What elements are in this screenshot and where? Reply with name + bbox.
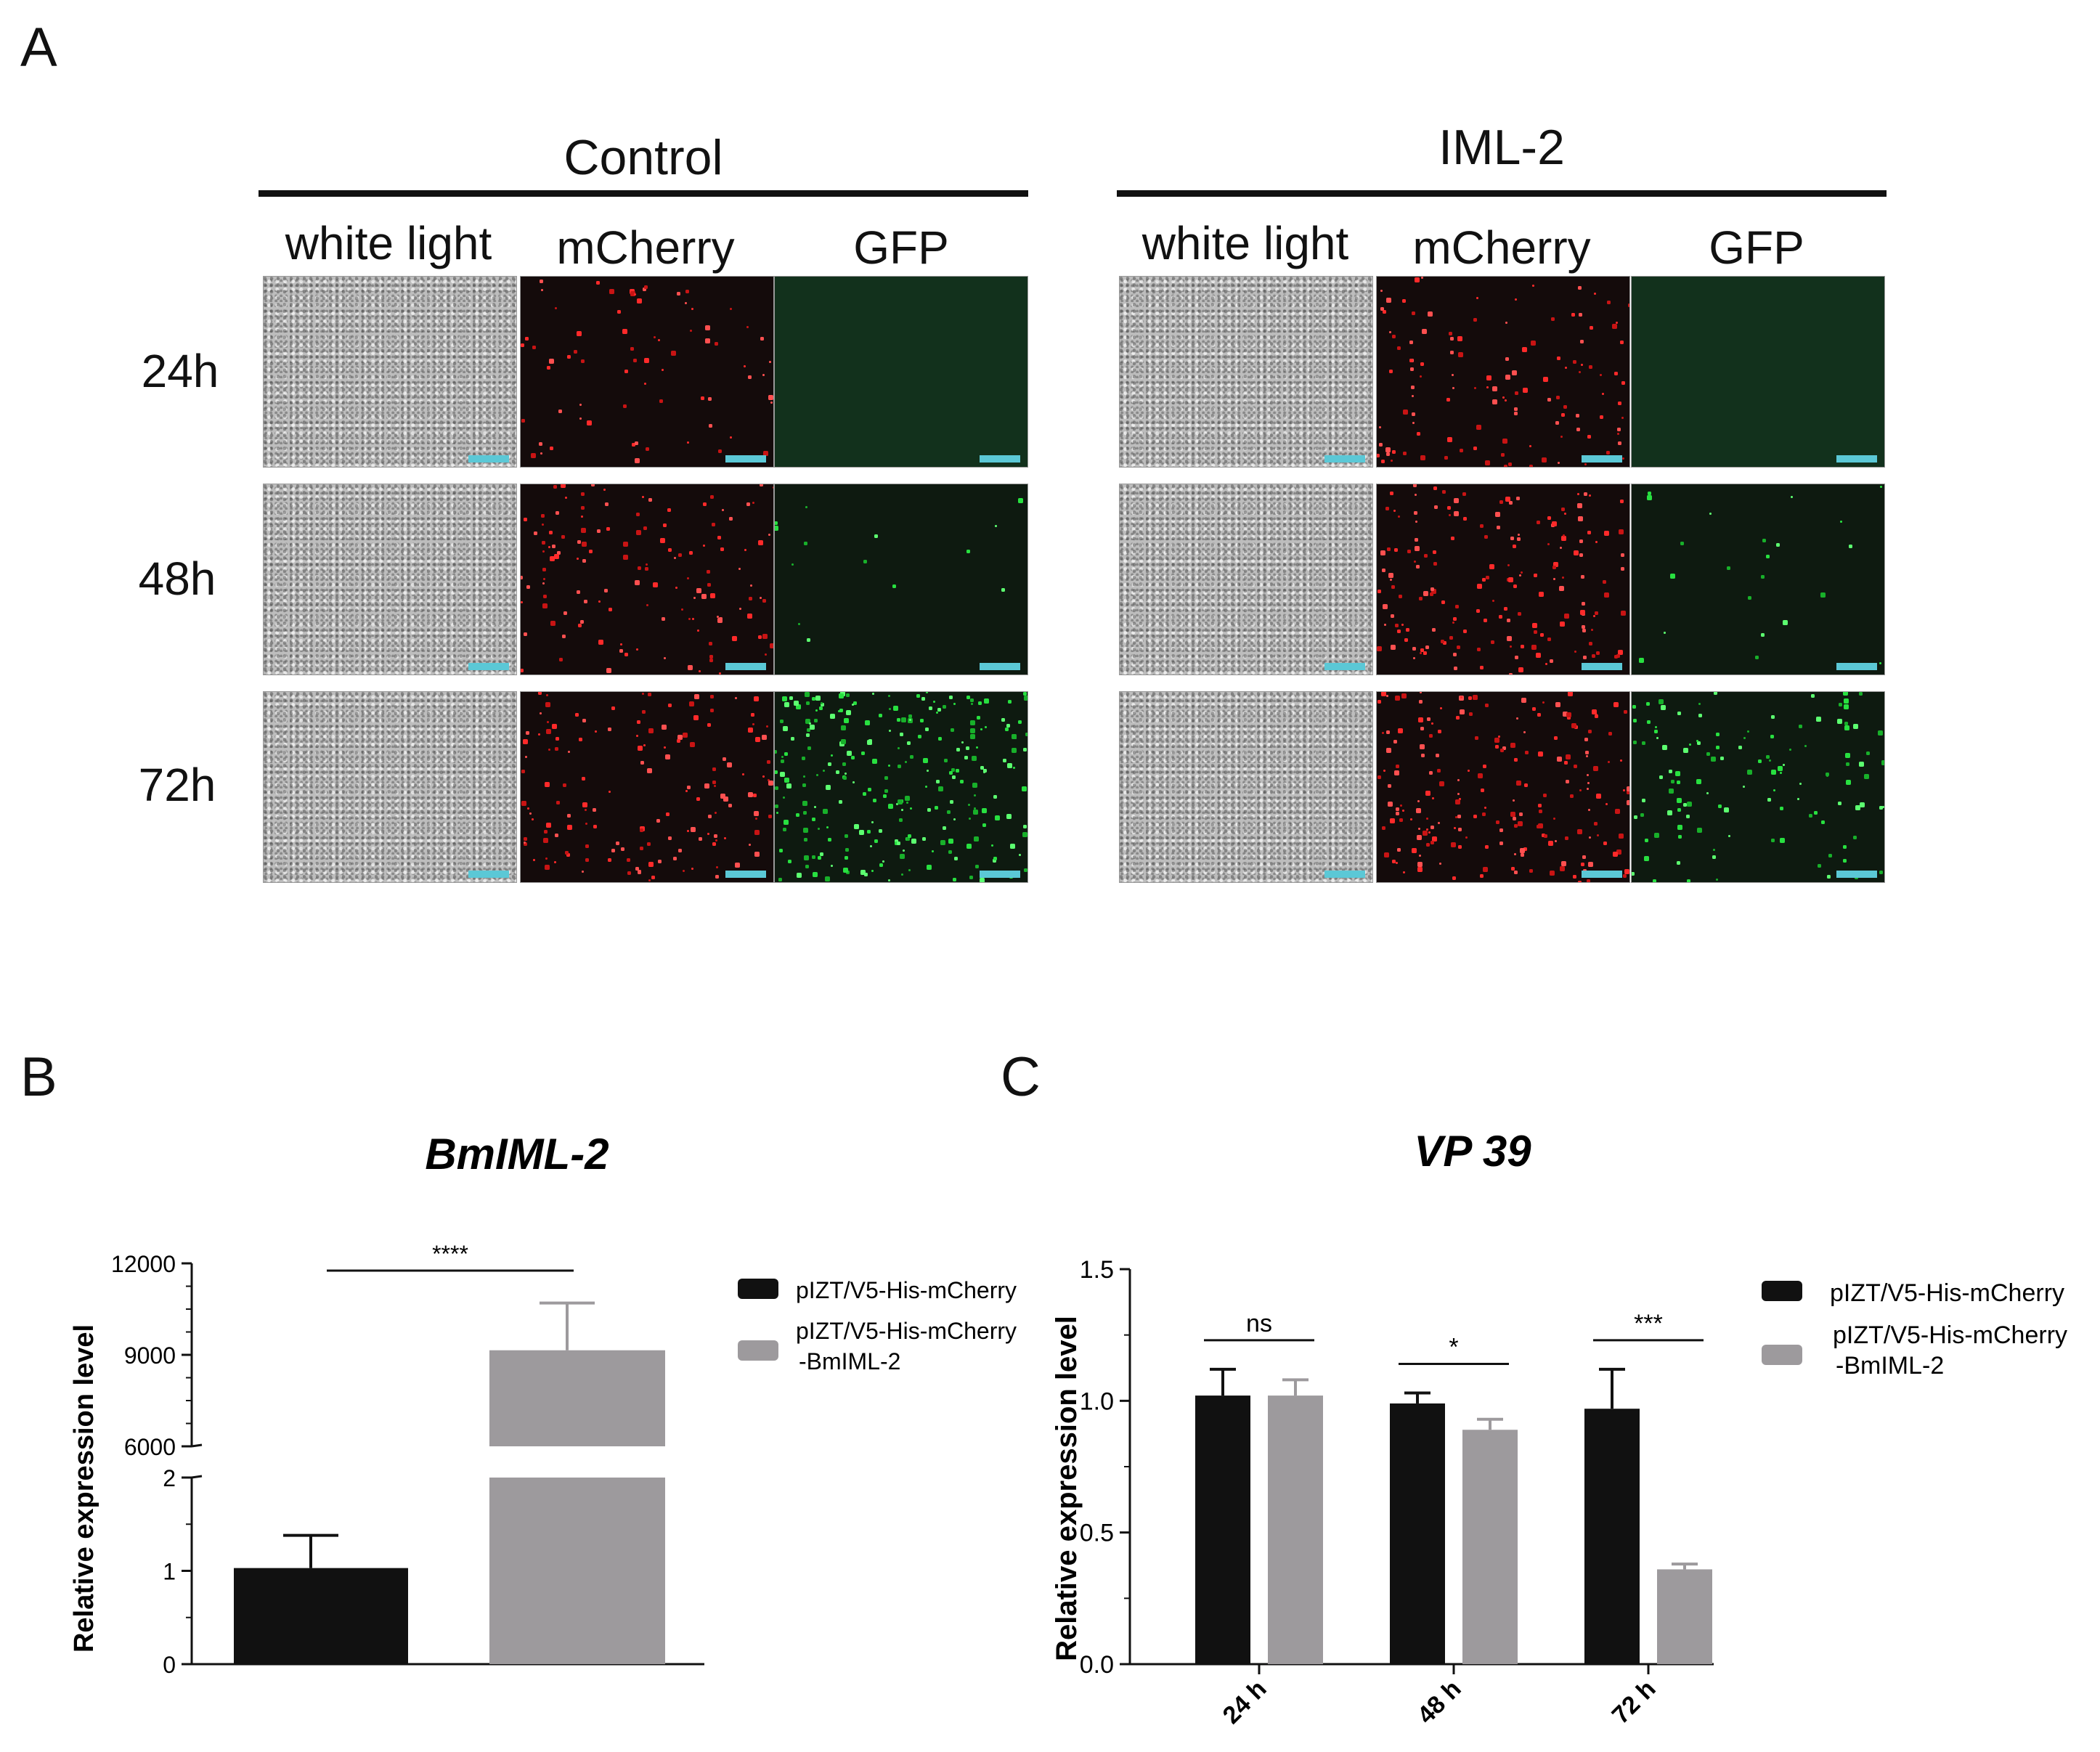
scale-bar (725, 871, 766, 878)
chart-c-title: VP 39 (1414, 1127, 1531, 1176)
panel-letter-b: B (20, 1046, 57, 1108)
group-rule-control (259, 190, 1028, 197)
micrograph-iml2-72h-white-light (1119, 691, 1373, 883)
chart-b-tick-label: 6000 (124, 1434, 176, 1460)
micrograph-control-48h-gfp (774, 484, 1028, 675)
micrograph-control-72h-white-light (263, 691, 517, 883)
micrograph-iml2-24h-mcherry (1376, 276, 1630, 468)
micrograph-iml2-48h-mcherry (1376, 484, 1630, 675)
chart-c-legend-swatch-1 (1762, 1281, 1802, 1301)
scale-bar (468, 663, 509, 670)
scale-bar (725, 663, 766, 670)
chart-b-tick-label: 9000 (124, 1342, 176, 1369)
col-header-control-gfp: GFP (853, 221, 949, 274)
scale-bar (980, 871, 1020, 878)
scale-bar (980, 663, 1020, 670)
micrograph-control-48h-mcherry (520, 484, 774, 675)
chart-b-legend-label-1: pIZT/V5-His-mCherry (796, 1277, 1017, 1303)
chart-c-legend-label-2: pIZT/V5-His-mCherry (1833, 1321, 2067, 1349)
micrograph-iml2-72h-mcherry (1376, 691, 1630, 883)
group-title-iml2: IML-2 (1438, 120, 1565, 175)
chart-vp39: VP 39 Relative expression level 0.0 0.5 1.… (1051, 1127, 2067, 1729)
scale-bar (1582, 663, 1622, 670)
chart-b-legend-swatch-2 (738, 1340, 778, 1361)
chart-c-bar (1195, 1396, 1250, 1664)
micrograph-control-24h-mcherry (520, 276, 774, 468)
micrograph-iml2-24h-white-light (1119, 276, 1373, 468)
chart-b-bar-lower (489, 1478, 665, 1664)
micrograph-iml2-48h-gfp (1631, 484, 1885, 675)
micrograph-control-48h-white-light (263, 484, 517, 675)
chart-c-tick-label: 1.0 (1080, 1388, 1114, 1415)
scale-bar (468, 455, 509, 463)
scale-bar (1582, 455, 1622, 463)
scale-bar (980, 455, 1020, 463)
group-rule-iml2 (1117, 190, 1887, 197)
scale-bar (1836, 455, 1877, 463)
chart-c-xtick-label: 72 h (1607, 1675, 1661, 1729)
chart-c-significance-label: *** (1634, 1310, 1663, 1337)
micrograph-control-72h-mcherry (520, 691, 774, 883)
chart-c-significance-label: ns (1246, 1310, 1272, 1337)
micrograph-control-72h-gfp (774, 691, 1028, 883)
col-header-iml2-white-light: white light (1141, 217, 1349, 269)
chart-b-legend-label-2b: -BmIML-2 (799, 1348, 900, 1374)
scale-bar (1324, 871, 1365, 878)
chart-c-tick-label: 1.5 (1080, 1256, 1114, 1284)
chart-c-legend-swatch-2 (1762, 1345, 1802, 1365)
chart-c-bar (1657, 1569, 1712, 1664)
chart-c-ylabel: Relative expression level (1051, 1316, 1083, 1661)
scale-bar (1324, 663, 1365, 670)
chart-b-tick-label: 1 (163, 1559, 176, 1585)
col-header-iml2-mcherry: mCherry (1412, 221, 1591, 274)
chart-c-xtick-label: 48 h (1412, 1675, 1467, 1729)
chart-bmiml2: BmIML-2 Relative expression level 0 1 2 600… (69, 1130, 1017, 1678)
chart-c-tick-label: 0.0 (1080, 1651, 1114, 1679)
scale-bar (725, 455, 766, 463)
chart-b-significance-label: **** (432, 1241, 468, 1267)
fluorescent-cells (775, 692, 776, 693)
chart-b-legend-label-2: pIZT/V5-His-mCherry (796, 1318, 1017, 1344)
chart-b-tick-label: 12000 (111, 1251, 176, 1277)
chart-b-tick-label: 2 (163, 1465, 176, 1491)
chart-c-bar (1462, 1430, 1518, 1664)
chart-b-legend-swatch-1 (738, 1279, 778, 1299)
chart-c-tick-label: 0.5 (1080, 1520, 1114, 1547)
col-header-control-mcherry: mCherry (556, 221, 735, 274)
chart-b-bar-upper (489, 1350, 665, 1446)
row-header-48h: 48h (138, 553, 216, 605)
scale-bar (1836, 663, 1877, 670)
scale-bar (1582, 871, 1622, 878)
scale-bar (1324, 455, 1365, 463)
panel-letter-a: A (20, 17, 57, 78)
scale-bar (468, 871, 509, 878)
chart-c-legend-label-1: pIZT/V5-His-mCherry (1830, 1279, 2064, 1307)
chart-b-axis-break-lower (191, 1475, 203, 1479)
chart-c-bar (1390, 1403, 1445, 1664)
row-header-72h: 72h (138, 759, 216, 811)
chart-b-tick-label: 0 (163, 1652, 176, 1678)
chart-b-axis-break-upper (191, 1443, 203, 1448)
micrograph-iml2-72h-gfp (1631, 691, 1885, 883)
chart-c-significance-label: * (1449, 1333, 1458, 1361)
col-header-control-white-light: white light (285, 217, 492, 269)
micrograph-iml2-48h-white-light (1119, 484, 1373, 675)
panel-letter-c: C (1001, 1046, 1041, 1108)
chart-c-bar (1268, 1396, 1323, 1664)
micrograph-iml2-24h-gfp (1631, 276, 1885, 468)
chart-c-xtick-label: 24 h (1218, 1675, 1272, 1729)
chart-b-ylabel: Relative expression level (69, 1324, 99, 1653)
col-header-iml2-gfp: GFP (1709, 221, 1804, 274)
row-header-24h: 24h (141, 345, 219, 397)
micrograph-control-24h-white-light (263, 276, 517, 468)
chart-c-bar (1584, 1409, 1640, 1664)
fluorescent-cells (775, 484, 776, 485)
chart-b-title: BmIML-2 (425, 1130, 609, 1178)
chart-c-legend-label-2b: -BmIML-2 (1836, 1352, 1944, 1380)
chart-b-bar (234, 1568, 408, 1664)
micrograph-control-24h-gfp (774, 276, 1028, 468)
scale-bar (1836, 871, 1877, 878)
group-title-control: Control (563, 130, 723, 185)
